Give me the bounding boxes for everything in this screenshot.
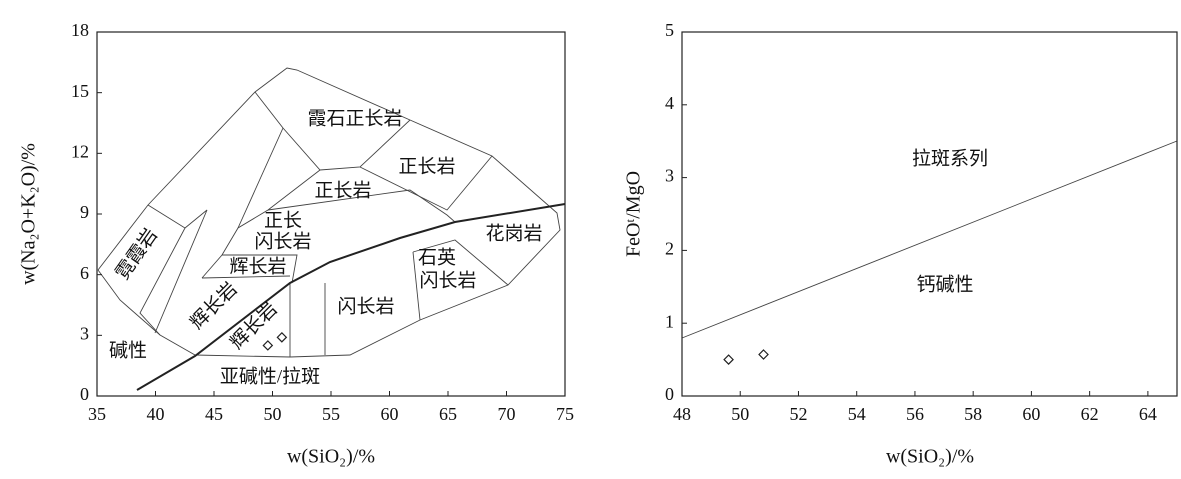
y-tick-label: 6 [80, 263, 89, 283]
field-label: 石英 [418, 246, 456, 268]
field-label: 花岗岩 [485, 222, 542, 244]
y-tick-label: 5 [665, 20, 674, 40]
field-label: 霞石正长岩 [307, 107, 402, 129]
y-tick-label: 18 [71, 20, 89, 40]
data-point [262, 340, 274, 351]
tas-fields [97, 67, 566, 391]
field-label: 碱性 [109, 339, 147, 361]
x-tick-label: 45 [205, 404, 223, 424]
x-axis-label: w(SiO₂)/% [287, 446, 375, 468]
x-tick-label: 55 [322, 404, 340, 424]
x-tick-label: 60 [1022, 404, 1040, 424]
y-tick-label: 2 [665, 239, 674, 259]
field-label: 闪长岩 [254, 230, 311, 252]
plot-frame [96, 31, 566, 397]
y-tick-label: 9 [80, 202, 89, 222]
plot-frame [681, 31, 1178, 397]
field-label: 正长岩 [314, 179, 371, 201]
field-label: 钙碱性 [916, 273, 973, 295]
x-tick-label: 56 [906, 404, 924, 424]
x-tick-label: 60 [381, 404, 399, 424]
y-tick-label: 4 [665, 93, 674, 113]
x-tick-label: 48 [673, 404, 691, 424]
y-tick-label: 12 [71, 141, 89, 161]
data-point [723, 354, 734, 365]
y-tick-label: 15 [71, 81, 89, 101]
x-tick-label: 70 [498, 404, 516, 424]
y-tick-label: 0 [80, 384, 89, 404]
x-tick-label: 64 [1139, 404, 1157, 424]
x-tick-label: 75 [556, 404, 574, 424]
field-label: 闪长岩 [337, 295, 394, 317]
divider-line [681, 140, 1178, 339]
data-point [758, 349, 769, 360]
field-label: 拉斑系列 [912, 147, 988, 169]
field-label: 亚碱性/拉斑 [220, 365, 320, 387]
x-tick-label: 40 [147, 404, 165, 424]
y-tick-label: 3 [665, 166, 674, 186]
x-tick-label: 62 [1081, 404, 1099, 424]
y-tick-label: 0 [665, 384, 674, 404]
y-tick-label: 1 [665, 311, 674, 331]
field-label: 正长 [264, 209, 302, 231]
field-label: 闪长岩 [419, 269, 476, 291]
data-point [276, 332, 288, 343]
x-tick-label: 50 [731, 404, 749, 424]
x-tick-label: 54 [848, 404, 866, 424]
x-tick-label: 35 [88, 404, 106, 424]
x-tick-label: 65 [439, 404, 457, 424]
y-axis-label: FeOᵗ/MgO [623, 171, 645, 257]
x-tick-label: 50 [264, 404, 282, 424]
x-tick-label: 58 [964, 404, 982, 424]
field-label: 霓霞岩 [111, 224, 162, 283]
field-label: 正长岩 [398, 155, 455, 177]
x-tick-label: 52 [789, 404, 807, 424]
y-axis-label: w(Na₂O+K₂O)/% [18, 143, 40, 285]
field-label: 辉长岩 [229, 255, 286, 277]
y-tick-label: 3 [80, 323, 89, 343]
x-axis-label: w(SiO₂)/% [886, 446, 974, 468]
